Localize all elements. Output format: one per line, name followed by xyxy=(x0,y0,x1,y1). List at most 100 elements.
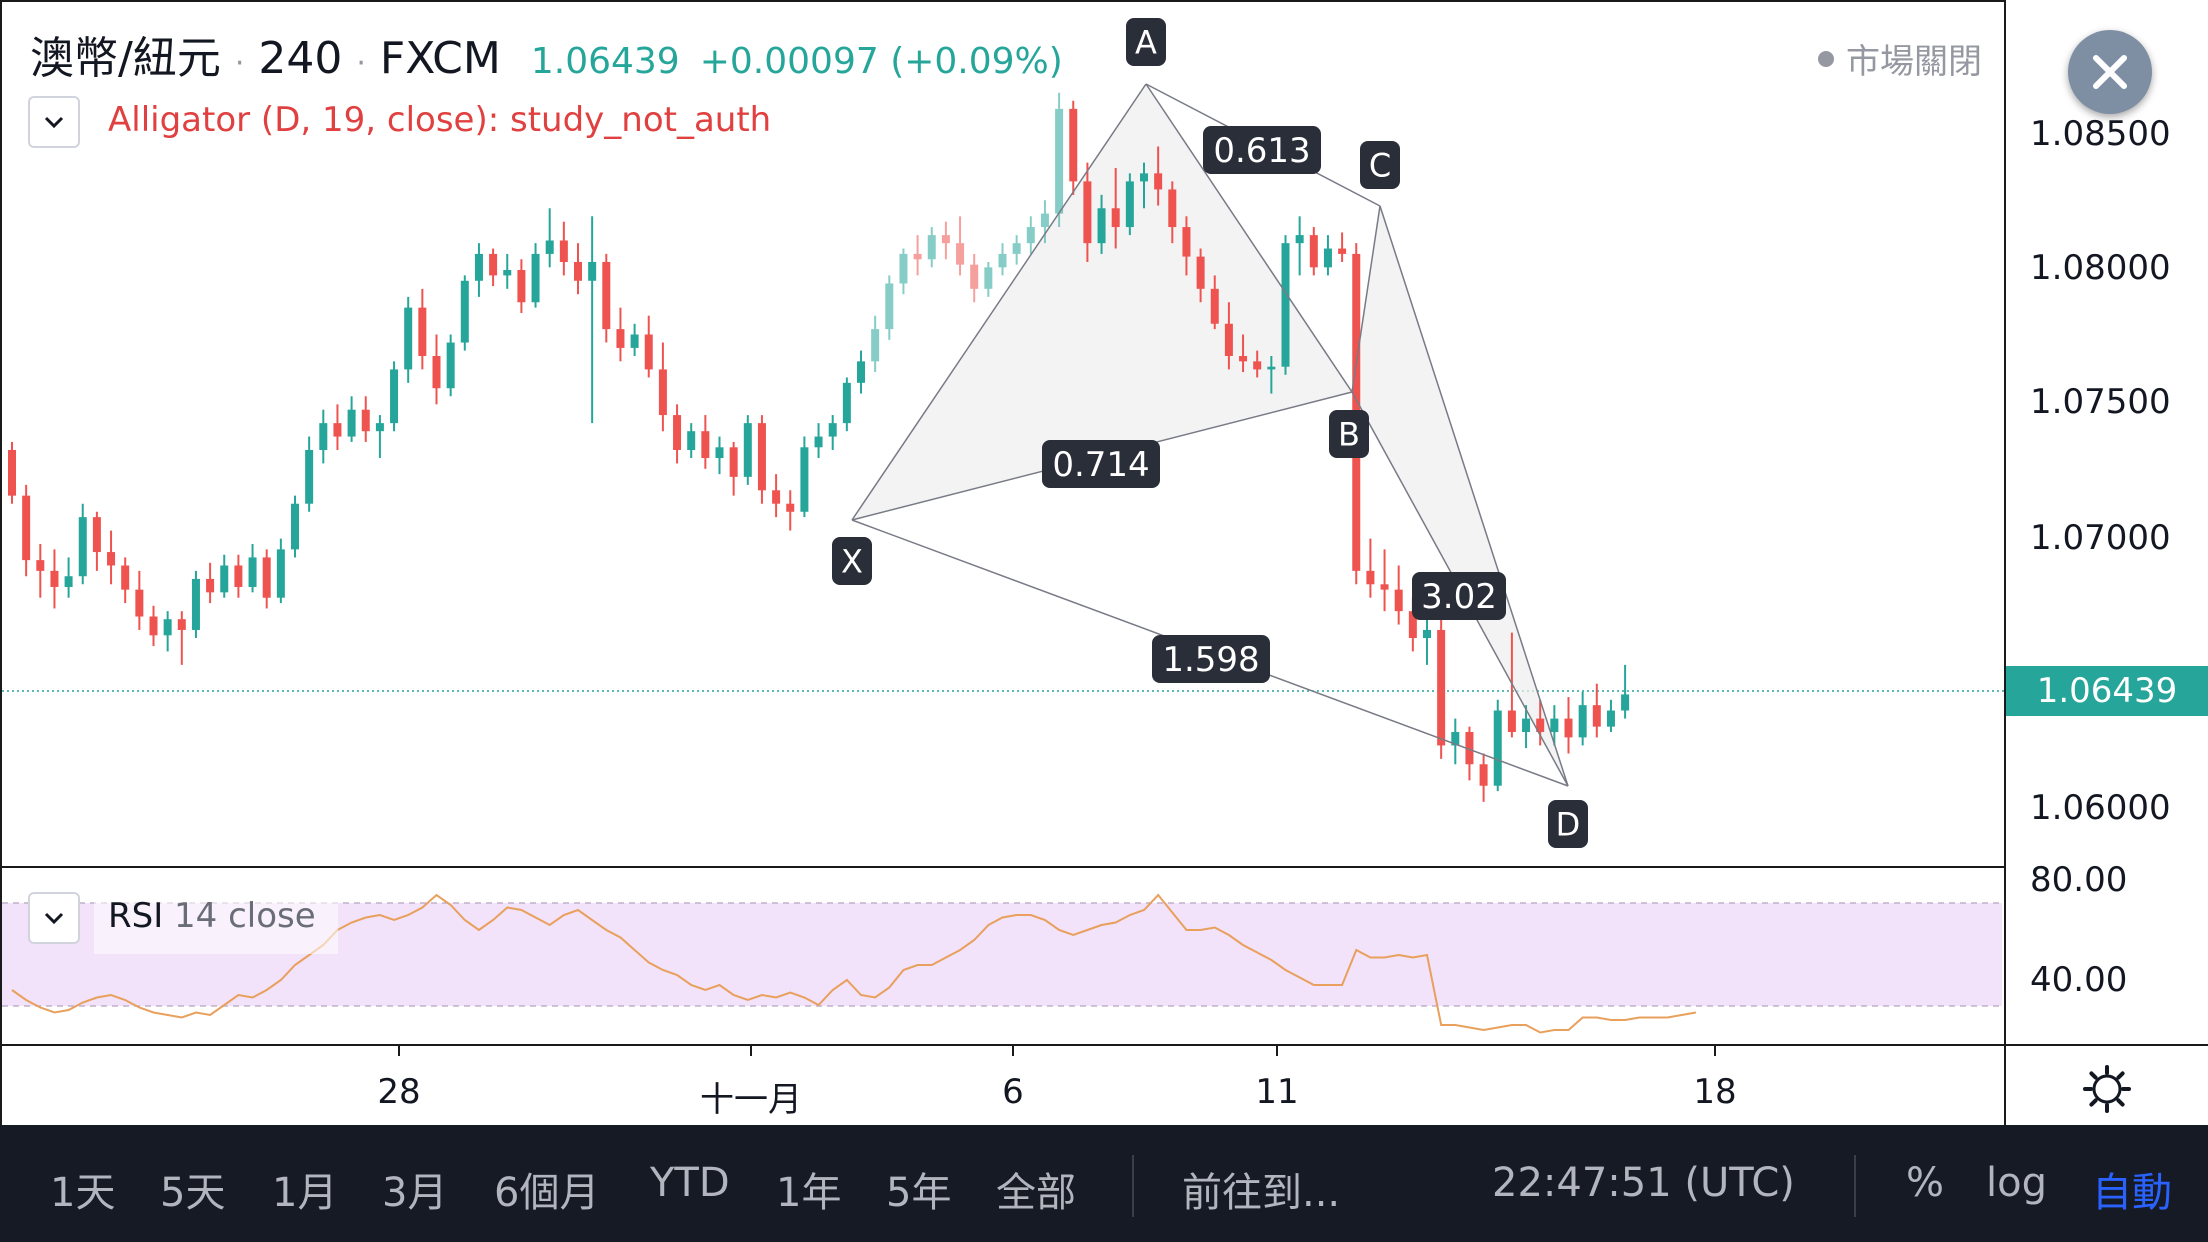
range-6m-button[interactable]: 6個月 xyxy=(494,1170,600,1216)
candle xyxy=(800,436,809,518)
alligator-study-label[interactable]: Alligator (D, 19, close): study_not_auth xyxy=(108,100,772,140)
candle-body xyxy=(1196,256,1205,289)
range-3m-button[interactable]: 3月 xyxy=(382,1170,448,1216)
pattern-point-c[interactable]: C xyxy=(1360,141,1400,189)
chevron-down-icon xyxy=(44,912,64,925)
toolbar-divider xyxy=(1132,1155,1134,1217)
candle-body xyxy=(319,423,328,450)
range-1d-button[interactable]: 1天 xyxy=(50,1170,116,1216)
candle-body xyxy=(673,415,682,450)
percent-scale-toggle[interactable]: % xyxy=(1906,1160,1945,1206)
candle-body xyxy=(531,253,540,303)
log-scale-toggle[interactable]: log xyxy=(1986,1160,2047,1206)
candle-body xyxy=(22,495,31,561)
candle xyxy=(432,334,441,405)
candle xyxy=(1522,705,1531,749)
pane-divider[interactable] xyxy=(0,866,2006,868)
candle xyxy=(630,323,639,356)
candle xyxy=(1493,699,1502,792)
candle xyxy=(984,261,993,297)
candle xyxy=(1380,549,1389,612)
symbol-name[interactable]: 澳幣/紐元 xyxy=(30,33,221,84)
candle-body xyxy=(970,264,979,289)
interval-label[interactable]: 240 xyxy=(258,33,343,84)
candle xyxy=(871,315,880,373)
candle xyxy=(1097,194,1106,254)
candle-body xyxy=(1097,208,1106,244)
rsi-study-label[interactable]: RSI 14 close xyxy=(108,896,316,936)
ratio-label-2[interactable]: 3.02 xyxy=(1412,572,1506,620)
range-5d-button[interactable]: 5天 xyxy=(160,1170,226,1216)
candle xyxy=(262,549,271,609)
candle-body xyxy=(333,423,342,437)
candle-body xyxy=(177,619,186,630)
ratio-label-1-text: 0.714 xyxy=(1052,445,1149,485)
candle xyxy=(814,423,823,459)
candle-body xyxy=(503,270,512,276)
candle xyxy=(375,415,384,459)
collapse-rsi-button[interactable] xyxy=(28,892,80,944)
candle-body xyxy=(1536,718,1545,733)
candle-body xyxy=(163,619,172,636)
candle-body xyxy=(390,369,399,424)
candle xyxy=(1423,616,1431,665)
pattern-point-b[interactable]: B xyxy=(1329,410,1369,458)
chart-settings-button[interactable] xyxy=(2082,1064,2132,1118)
close-button[interactable] xyxy=(2068,30,2152,114)
ratio-label-1[interactable]: 0.714 xyxy=(1042,440,1160,488)
candle-body xyxy=(361,409,370,432)
range-5y-button[interactable]: 5年 xyxy=(886,1170,952,1216)
price-axis-label: 1.08000 xyxy=(2030,248,2171,288)
pattern-point-a[interactable]: A xyxy=(1126,18,1166,66)
candle-body xyxy=(1323,248,1332,268)
chevron-down-icon xyxy=(44,116,64,129)
candle-body xyxy=(1437,629,1446,746)
candle-body xyxy=(842,382,851,424)
timezone-clock[interactable]: 22:47:51 (UTC) xyxy=(1492,1160,1795,1206)
candle-body xyxy=(1239,355,1248,362)
ratio-label-0[interactable]: 0.613 xyxy=(1203,126,1321,174)
candle xyxy=(474,243,483,297)
candle xyxy=(177,611,186,665)
candle xyxy=(92,511,101,571)
range-1y-button[interactable]: 1年 xyxy=(776,1170,842,1216)
candle-body xyxy=(206,578,215,593)
candle-body xyxy=(1125,181,1134,228)
pattern-point-x[interactable]: X xyxy=(832,537,872,585)
candle xyxy=(319,409,328,464)
candle xyxy=(1309,227,1318,276)
candle-body xyxy=(1055,108,1064,214)
candle xyxy=(50,549,59,609)
candle xyxy=(644,315,653,378)
toolbar-divider xyxy=(1854,1155,1856,1217)
candle-body xyxy=(701,431,710,459)
candle xyxy=(757,415,766,504)
collapse-study-button[interactable] xyxy=(28,96,80,148)
range-ytd-button[interactable]: YTD xyxy=(650,1160,730,1206)
range-all-button[interactable]: 全部 xyxy=(996,1170,1076,1216)
candle xyxy=(1125,173,1134,236)
candle-body xyxy=(1465,732,1474,765)
xab-triangle xyxy=(852,84,1352,520)
rsi-axis-label: 40.00 xyxy=(2030,960,2128,1000)
candle-body xyxy=(1606,710,1615,727)
candle-body xyxy=(107,552,116,566)
candle xyxy=(163,611,172,652)
candle xyxy=(1281,235,1290,375)
goto-date-button[interactable]: 前往到... xyxy=(1182,1170,1341,1216)
candle-body xyxy=(375,423,384,432)
ratio-label-3[interactable]: 1.598 xyxy=(1152,635,1270,683)
candle xyxy=(1083,162,1092,262)
time-tick xyxy=(1012,1044,1014,1056)
auto-scale-toggle[interactable]: 自動 xyxy=(2092,1170,2172,1216)
candle xyxy=(602,253,611,343)
candle xyxy=(1224,302,1233,370)
time-axis-label: 28 xyxy=(377,1072,421,1112)
current-price-tag: 1.06439 xyxy=(2006,666,2208,716)
candle xyxy=(941,221,950,260)
candle xyxy=(1026,216,1035,254)
pattern-point-d[interactable]: D xyxy=(1548,800,1588,848)
candle xyxy=(842,377,851,432)
range-1m-button[interactable]: 1月 xyxy=(272,1170,338,1216)
